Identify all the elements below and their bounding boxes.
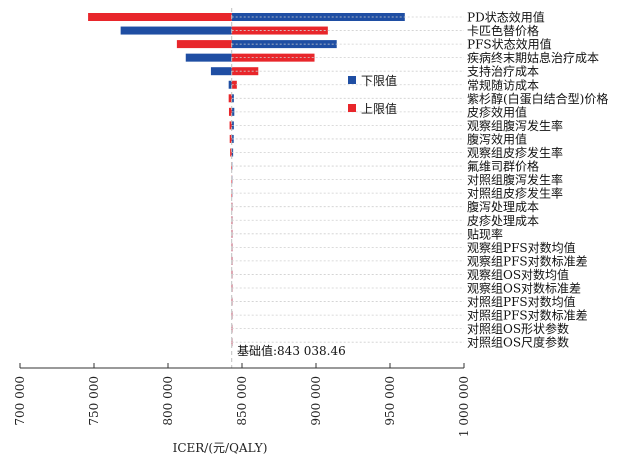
bar-lower-1 bbox=[120, 26, 232, 35]
legend-label-1: 上限值 bbox=[361, 101, 397, 116]
param-label-12: 对照组腹泻发生率 bbox=[467, 172, 563, 187]
param-label-24: 对照组OS尺度参数 bbox=[467, 335, 569, 350]
param-label-5: 常规随访成本 bbox=[467, 77, 539, 92]
legend-swatch-0 bbox=[348, 76, 356, 84]
param-label-19: 观察组OS对数均值 bbox=[467, 267, 569, 282]
param-label-16: 贴现率 bbox=[467, 226, 503, 241]
param-label-10: 观察组皮疹发生率 bbox=[467, 145, 563, 160]
param-label-11: 氟维司群价格 bbox=[467, 159, 539, 174]
param-labels: PD状态效用值卡匹色替价格PFS状态效用值疾病终末期姑息治疗成本支持治疗成本常规… bbox=[467, 10, 608, 350]
bar-lower-4 bbox=[210, 67, 232, 76]
param-label-3: 疾病终末期姑息治疗成本 bbox=[467, 50, 599, 65]
param-label-2: PFS状态效用值 bbox=[467, 37, 552, 52]
bar-upper-2 bbox=[176, 40, 232, 49]
param-label-13: 对照组皮疹发生率 bbox=[467, 186, 563, 201]
param-label-8: 观察组腹泻发生率 bbox=[467, 118, 563, 133]
bar-lower-0 bbox=[231, 13, 405, 21]
bar-upper-5 bbox=[231, 80, 237, 89]
bar-upper-10 bbox=[230, 148, 232, 157]
param-label-6: 紫杉醇(白蛋白结合型)价格 bbox=[467, 91, 608, 106]
x-tick-label-6: 1 000 000 bbox=[457, 376, 471, 437]
param-label-18: 观察组PFS对数标准差 bbox=[467, 253, 588, 268]
bar-upper-6 bbox=[228, 94, 232, 103]
param-label-22: 对照组PFS对数标准差 bbox=[467, 308, 588, 323]
bar-upper-7 bbox=[228, 107, 232, 116]
x-tick-label-3: 850 000 bbox=[235, 376, 249, 426]
base-value-label: 基础值:843 038.46 bbox=[237, 343, 346, 358]
x-tick-label-4: 900 000 bbox=[309, 376, 323, 426]
param-label-23: 对照组OS形状参数 bbox=[467, 321, 569, 336]
param-label-7: 皮疹效用值 bbox=[467, 104, 527, 119]
param-label-21: 对照组PFS对数均值 bbox=[467, 294, 576, 309]
param-label-14: 腹泻处理成本 bbox=[467, 200, 539, 214]
bar-upper-8 bbox=[229, 121, 232, 130]
param-label-0: PD状态效用值 bbox=[467, 10, 545, 25]
x-axis: 700 000 750 000 800 000 850 000 900 000 950 0… bbox=[13, 363, 471, 437]
legend-label-0: 下限值 bbox=[361, 73, 397, 88]
x-tick-label-2: 800 000 bbox=[161, 376, 175, 426]
param-label-15: 皮疹处理成本 bbox=[467, 213, 539, 228]
bar-upper-0 bbox=[88, 13, 232, 21]
bar-upper-9 bbox=[229, 134, 232, 143]
x-tick-label-1: 750 000 bbox=[87, 376, 101, 426]
param-label-1: 卡匹色替价格 bbox=[467, 23, 539, 38]
legend-swatch-1 bbox=[348, 104, 356, 112]
param-label-9: 腹泻效用值 bbox=[467, 131, 527, 146]
param-label-17: 观察组PFS对数均值 bbox=[467, 240, 576, 255]
param-label-4: 支持治疗成本 bbox=[467, 64, 539, 79]
bar-lower-3 bbox=[185, 53, 232, 62]
bar-upper-11 bbox=[231, 162, 232, 171]
guides-layer bbox=[231, 8, 464, 368]
x-tick-label-5: 950 000 bbox=[383, 376, 397, 426]
x-tick-label-0: 700 000 bbox=[13, 376, 27, 426]
bar-lower-5 bbox=[228, 80, 232, 89]
param-label-20: 观察组OS对数标准差 bbox=[467, 281, 581, 296]
x-axis-title: ICER/(元/QALY) bbox=[173, 441, 268, 455]
